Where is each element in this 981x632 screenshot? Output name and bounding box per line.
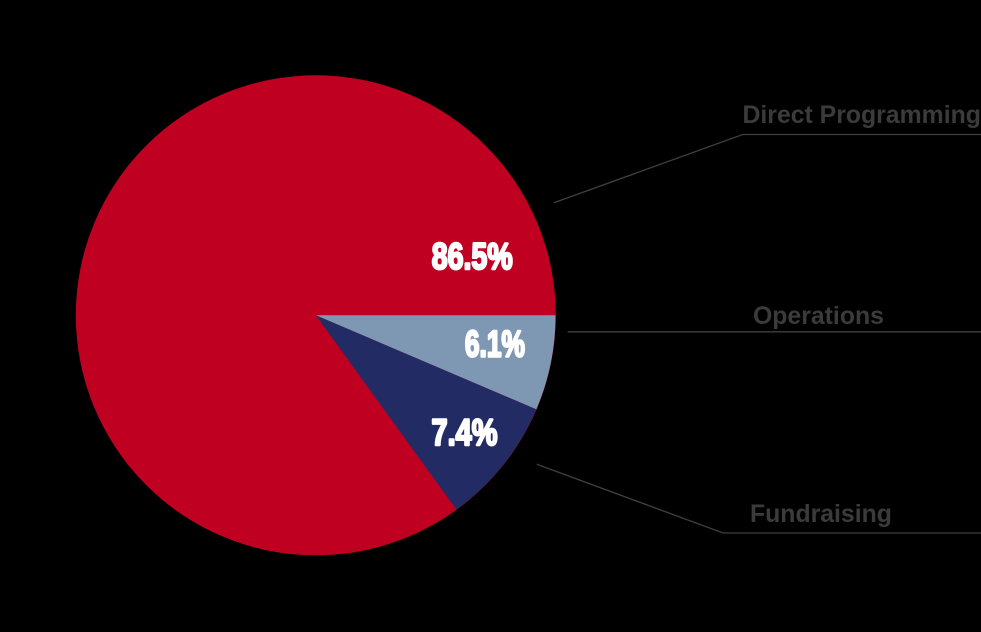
leader-line-direct-programming (553, 133, 981, 204)
callout-label-fundraising: Fundraising (750, 501, 892, 528)
pie-slice-fundraising (315, 315, 537, 510)
leader-line-fundraising (536, 463, 981, 534)
slice-value-label-operations: 6.1% (465, 323, 525, 364)
slice-value-label-direct-programming: 86.5% (432, 235, 513, 276)
callout-label-operations: Operations (753, 303, 884, 330)
pie-slice-operations (315, 315, 556, 410)
slice-value-label-fundraising: 7.4% (432, 412, 498, 453)
callout-label-direct-programming: Direct Programming (743, 102, 981, 129)
